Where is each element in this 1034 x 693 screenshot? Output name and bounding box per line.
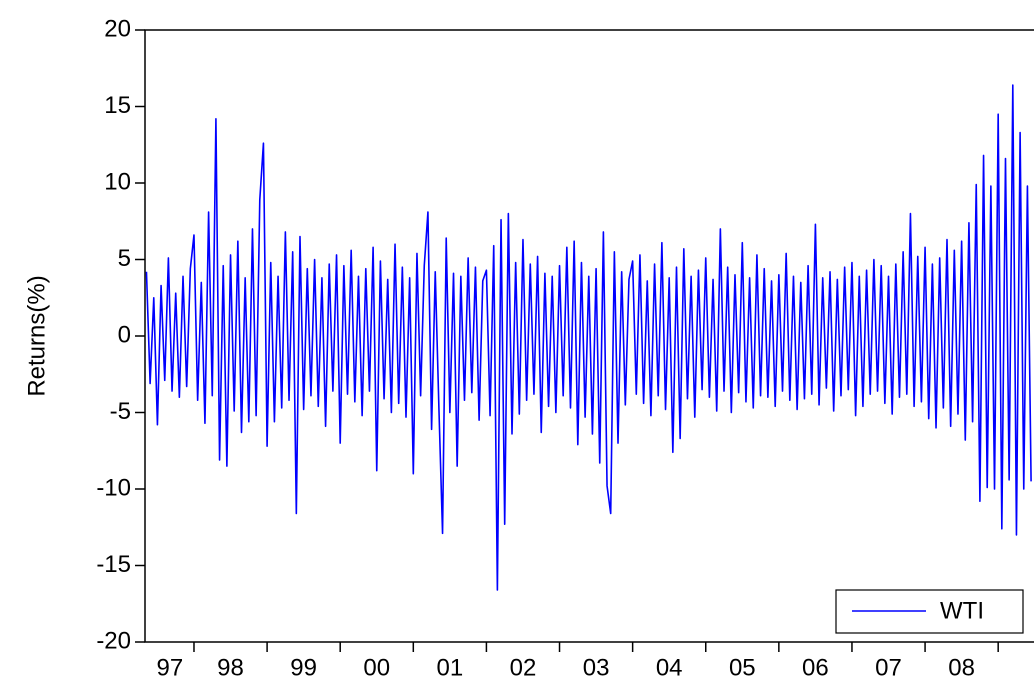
x-tick-label: 98 bbox=[217, 654, 244, 681]
x-tick-label: 03 bbox=[583, 654, 610, 681]
y-tick-label: -20 bbox=[96, 627, 131, 654]
x-tick-label: 02 bbox=[510, 654, 537, 681]
x-tick-label: 08 bbox=[948, 654, 975, 681]
x-tick-label: 97 bbox=[157, 654, 184, 681]
x-tick-label: 06 bbox=[802, 654, 829, 681]
y-tick-label: 15 bbox=[104, 92, 131, 119]
y-tick-label: 5 bbox=[118, 245, 131, 272]
y-tick-label: -5 bbox=[110, 398, 131, 425]
x-tick-label: 01 bbox=[437, 654, 464, 681]
x-tick-label: 04 bbox=[656, 654, 683, 681]
y-tick-label: -15 bbox=[96, 551, 131, 578]
data-line bbox=[145, 84, 1032, 591]
y-tick-label: 20 bbox=[104, 15, 131, 42]
x-tick-label: 00 bbox=[363, 654, 390, 681]
y-tick-label: -10 bbox=[96, 474, 131, 501]
y-axis-label: Returns(%) bbox=[23, 275, 50, 396]
x-tick-label: 99 bbox=[290, 654, 317, 681]
y-tick-label: 0 bbox=[118, 321, 131, 348]
x-tick-label: 05 bbox=[729, 654, 756, 681]
x-tick-label: 07 bbox=[875, 654, 902, 681]
legend-label: WTI bbox=[940, 597, 984, 624]
y-tick-label: 10 bbox=[104, 168, 131, 195]
